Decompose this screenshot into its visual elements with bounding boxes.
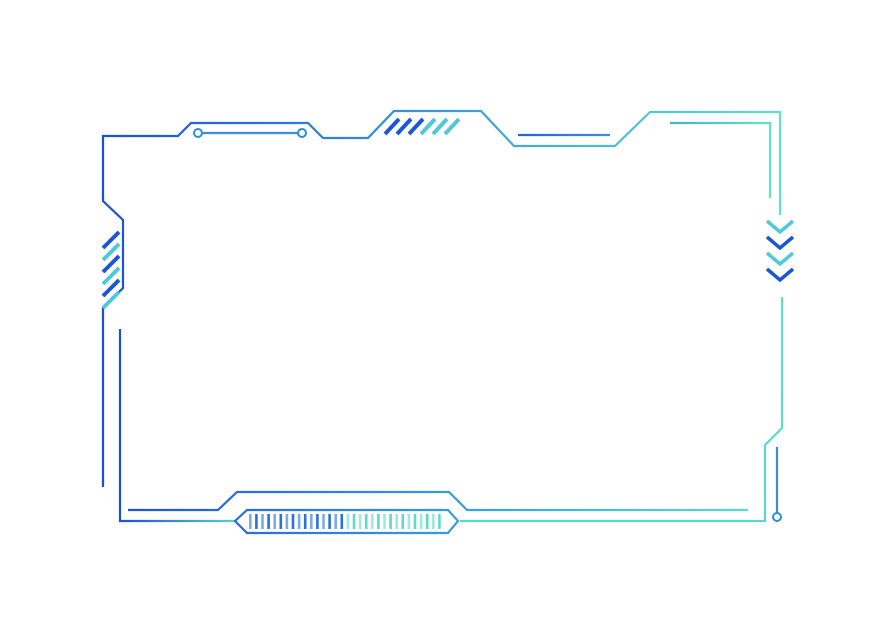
progress-bar-segment bbox=[371, 514, 374, 529]
hatch-stripe bbox=[419, 117, 437, 136]
progress-bar-segment bbox=[261, 514, 264, 529]
progress-bar-segment bbox=[395, 514, 398, 529]
progress-bar-segment bbox=[389, 514, 392, 529]
hatch-stripe bbox=[101, 266, 121, 286]
hatch-stripe bbox=[101, 290, 121, 310]
progress-bar-segment bbox=[334, 514, 337, 529]
outer-border-line bbox=[101, 109, 782, 487]
progress-bar-segment bbox=[377, 514, 380, 529]
chevron-down-stack bbox=[765, 219, 795, 283]
hatch-stripe bbox=[101, 278, 121, 298]
hatch-stripe bbox=[101, 242, 121, 262]
hatch-stripe bbox=[431, 117, 449, 136]
progress-bar-segment bbox=[407, 514, 411, 529]
chevron-down-icon bbox=[765, 219, 795, 235]
left-hatch-stripes bbox=[101, 230, 121, 310]
chevron-down-icon bbox=[765, 251, 795, 267]
hatch-stripe bbox=[383, 117, 401, 136]
progress-bar-segment bbox=[419, 514, 423, 529]
progress-bar-segment bbox=[291, 514, 295, 529]
progress-bar-segment bbox=[297, 514, 301, 529]
progress-bar-segment bbox=[413, 514, 417, 529]
hatch-stripe bbox=[101, 254, 121, 274]
right-border-line bbox=[460, 297, 784, 523]
progress-bar-segment bbox=[425, 514, 429, 529]
hatch-stripe bbox=[407, 117, 425, 136]
top-right-inner-line bbox=[670, 121, 772, 198]
progress-bar-segment bbox=[438, 514, 441, 529]
progress-bar-segment bbox=[340, 514, 344, 529]
hatch-stripe bbox=[395, 117, 413, 136]
progress-bar-segment bbox=[352, 514, 356, 529]
progress-bar-segment bbox=[432, 514, 435, 529]
progress-bar-segment bbox=[383, 514, 386, 529]
node-circle-icon bbox=[193, 128, 203, 138]
progress-bar-segment bbox=[267, 514, 270, 529]
progress-bar-segment bbox=[249, 514, 252, 529]
progress-bar-segment bbox=[401, 514, 405, 529]
progress-bar-segment bbox=[346, 514, 350, 529]
progress-bar-segment bbox=[273, 514, 276, 529]
progress-bar-segment bbox=[358, 514, 362, 529]
progress-bar-segment bbox=[310, 514, 313, 529]
bottom-progress-bars bbox=[249, 514, 441, 529]
chevron-down-icon bbox=[765, 235, 795, 251]
progress-bar-segment bbox=[364, 514, 368, 529]
bottom-upper-line bbox=[128, 490, 748, 512]
progress-bar-segment bbox=[328, 514, 331, 529]
progress-bar-segment bbox=[322, 514, 325, 529]
progress-bar-segment bbox=[279, 514, 283, 529]
hatch-stripe bbox=[101, 230, 121, 250]
chevron-down-icon bbox=[765, 267, 795, 283]
node-circle-icon bbox=[772, 512, 782, 522]
node-circle-icon bbox=[297, 128, 307, 138]
bottom-left-border-line bbox=[118, 329, 235, 523]
progress-bar-segment bbox=[285, 514, 289, 529]
progress-bar-segment bbox=[303, 514, 307, 529]
progress-bar-segment bbox=[316, 514, 319, 529]
top-hatch-stripes bbox=[383, 117, 461, 136]
bottom-badge bbox=[233, 508, 460, 535]
hatch-stripe bbox=[443, 117, 461, 136]
progress-bar-segment bbox=[255, 514, 258, 529]
